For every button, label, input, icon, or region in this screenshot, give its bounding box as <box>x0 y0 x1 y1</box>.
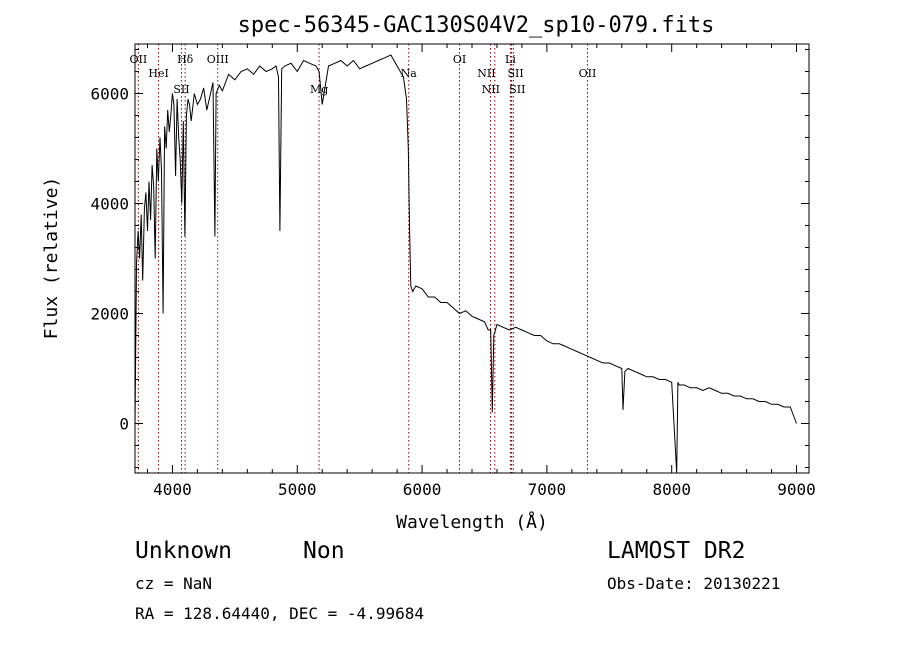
line-label-oii: OII <box>130 53 148 66</box>
coordinates: RA = 128.64440, DEC = -4.99684 <box>135 604 424 623</box>
y-tick-label: 2000 <box>90 305 129 324</box>
line-label-nii: NII <box>482 83 500 96</box>
line-label-oii: OII <box>579 67 597 80</box>
object-subclass: Non <box>303 538 345 564</box>
line-label-nii: NII <box>477 67 495 80</box>
y-axis-label: Flux (relative) <box>41 177 62 340</box>
line-label-oi: OI <box>453 53 466 66</box>
chart-title: spec-56345-GAC130S04V2_sp10-079.fits <box>238 13 715 38</box>
x-tick-label: 9000 <box>777 480 816 499</box>
series-line-0 <box>134 54 797 474</box>
x-tick-label: 6000 <box>403 480 442 499</box>
x-axis-label: Wavelength (Å) <box>396 511 548 533</box>
line-label-hδ: Hδ <box>177 53 194 66</box>
object-class: Unknown <box>135 538 232 564</box>
line-label-sii: SII <box>173 83 189 96</box>
line-label-sii: SII <box>507 67 523 80</box>
y-tick-label: 4000 <box>90 195 129 214</box>
x-tick-label: 5000 <box>278 480 317 499</box>
y-tick-label: 0 <box>119 415 129 434</box>
x-tick-label: 4000 <box>153 480 192 499</box>
line-label-li: Li <box>505 53 516 66</box>
x-tick-label: 8000 <box>652 480 691 499</box>
line-label-na: Na <box>401 67 418 80</box>
spectrum-series <box>134 54 797 474</box>
x-tick-label: 7000 <box>528 480 567 499</box>
plot-frame <box>134 43 810 474</box>
line-label-sii: SII <box>509 83 525 96</box>
line-label-oiii: OIII <box>207 53 229 66</box>
line-label-hei: HeI <box>148 67 168 80</box>
y-tick-label: 6000 <box>90 85 129 104</box>
observation-date: Obs-Date: 20130221 <box>607 574 781 593</box>
survey-name: LAMOST DR2 <box>607 538 746 564</box>
axis-ticks: 4000 5000 6000 7000 8000 9000 0 2000 4000 6000 <box>90 44 816 499</box>
redshift-cz: cz = NaN <box>135 574 213 593</box>
